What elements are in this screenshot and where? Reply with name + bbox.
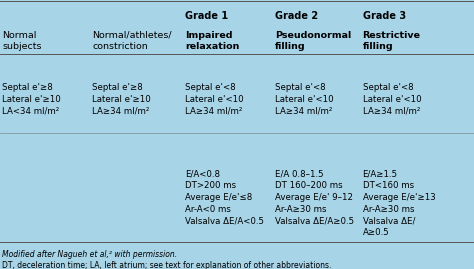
Text: Pseudonormal
filling: Pseudonormal filling	[275, 31, 351, 51]
Text: E/A≥1.5
DT<160 ms
Average E/e'≥13
Ar-A≥30 ms
Valsalva ΔE/
A≥0.5: E/A≥1.5 DT<160 ms Average E/e'≥13 Ar-A≥3…	[363, 169, 435, 238]
Text: Grade 1: Grade 1	[185, 11, 228, 21]
Text: E/A 0.8–1.5
DT 160–200 ms
Average E/e' 9–12
Ar-A≥30 ms
Valsalva ΔE/A≥0.5: E/A 0.8–1.5 DT 160–200 ms Average E/e' 9…	[275, 169, 354, 226]
Text: Normal/athletes/
constriction: Normal/athletes/ constriction	[92, 31, 172, 51]
Text: Grade 2: Grade 2	[275, 11, 318, 21]
Text: E/A<0.8
DT>200 ms
Average E/e'≤8
Ar-A<0 ms
Valsalva ΔE/A<0.5: E/A<0.8 DT>200 ms Average E/e'≤8 Ar-A<0 …	[185, 169, 264, 226]
Text: Impaired
relaxation: Impaired relaxation	[185, 31, 239, 51]
Text: Septal e'≥8
Lateral e'≥10
LA≥34 ml/m²: Septal e'≥8 Lateral e'≥10 LA≥34 ml/m²	[92, 83, 151, 116]
Text: Septal e'<8
Lateral e'<10
LA≥34 ml/m²: Septal e'<8 Lateral e'<10 LA≥34 ml/m²	[185, 83, 244, 116]
Text: Septal e'≥8
Lateral e'≥10
LA<34 ml/m²: Septal e'≥8 Lateral e'≥10 LA<34 ml/m²	[2, 83, 61, 116]
Text: Septal e'<8
Lateral e'<10
LA≥34 ml/m²: Septal e'<8 Lateral e'<10 LA≥34 ml/m²	[275, 83, 334, 116]
Text: Restrictive
filling: Restrictive filling	[363, 31, 420, 51]
Text: DT, deceleration time; LA, left atrium; see text for explanation of other abbrev: DT, deceleration time; LA, left atrium; …	[2, 261, 332, 269]
Text: Grade 3: Grade 3	[363, 11, 406, 21]
Text: Modified after Nagueh et al,² with permission.: Modified after Nagueh et al,² with permi…	[2, 250, 177, 259]
Text: Septal e'<8
Lateral e'<10
LA≥34 ml/m²: Septal e'<8 Lateral e'<10 LA≥34 ml/m²	[363, 83, 421, 116]
Text: Normal
subjects: Normal subjects	[2, 31, 42, 51]
